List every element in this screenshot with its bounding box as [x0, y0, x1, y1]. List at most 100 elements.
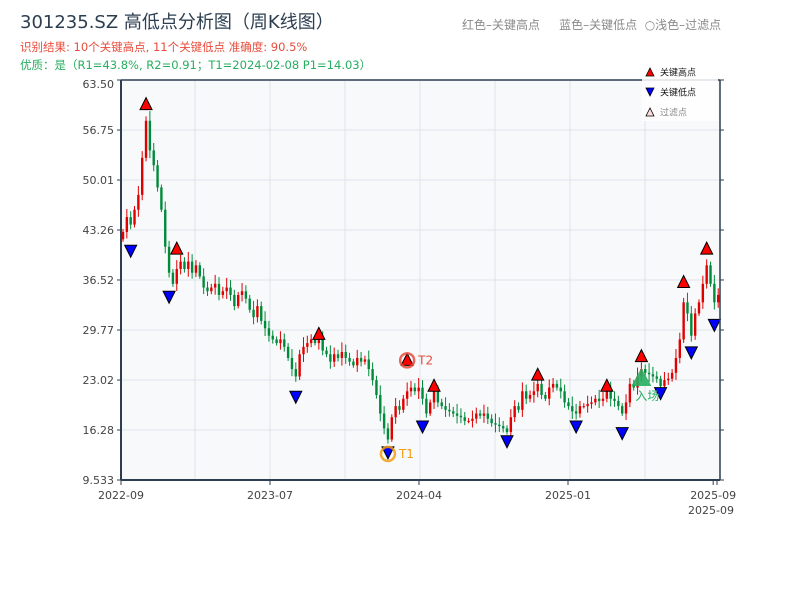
- candle-body: [405, 391, 409, 399]
- candle-body: [578, 406, 582, 414]
- candle-body: [183, 261, 186, 270]
- candle-body: [678, 339, 681, 358]
- candle-body: [567, 402, 570, 407]
- candle-body: [463, 417, 466, 421]
- candle: [455, 403, 459, 424]
- candle: [567, 397, 570, 410]
- candle: [459, 408, 463, 424]
- candle-body: [340, 352, 344, 358]
- candle-body: [494, 423, 497, 425]
- candle: [482, 404, 486, 423]
- candle: [505, 425, 509, 435]
- candle-body: [471, 418, 474, 421]
- candle: [237, 291, 240, 309]
- key-low-marker: [615, 427, 630, 441]
- candle: [509, 409, 513, 439]
- key-high-marker: [139, 96, 153, 111]
- y-tick-label: 9.533: [83, 474, 115, 487]
- candle-body: [221, 291, 225, 295]
- candle: [405, 382, 409, 406]
- candle: [494, 413, 497, 433]
- candle: [279, 331, 282, 350]
- candle-body: [375, 380, 378, 396]
- candle: [256, 299, 259, 323]
- candle: [413, 383, 417, 395]
- candle: [429, 399, 432, 416]
- candle-body: [440, 402, 443, 407]
- candle-body: [198, 265, 201, 277]
- candle: [302, 337, 305, 362]
- candle: [417, 377, 420, 400]
- candle: [394, 397, 397, 424]
- candle-body: [517, 406, 520, 410]
- candle-body: [179, 261, 182, 270]
- candle-body: [621, 406, 624, 414]
- candle: [244, 285, 248, 304]
- candle-body: [432, 391, 436, 403]
- entry-marker: [631, 367, 652, 386]
- key-low-marker: [123, 244, 138, 259]
- candle: [260, 301, 263, 325]
- candle: [390, 414, 393, 442]
- candle-body: [682, 302, 685, 340]
- candle: [252, 300, 255, 325]
- candle: [701, 275, 705, 309]
- candle: [171, 269, 175, 287]
- candle-body: [240, 291, 244, 295]
- candle: [471, 410, 474, 428]
- candle-body: [317, 337, 321, 344]
- key-high-marker: [600, 378, 614, 392]
- candle-body: [386, 428, 390, 440]
- candle-body: [190, 261, 194, 273]
- candle: [467, 417, 470, 424]
- candle-body: [402, 398, 405, 410]
- key-low-marker: [569, 420, 583, 435]
- candle: [621, 403, 624, 416]
- candle-body: [425, 398, 428, 414]
- candle-body: [509, 417, 513, 433]
- candle-body: [574, 411, 578, 414]
- candle-body: [382, 413, 386, 429]
- key-high-marker: [530, 367, 545, 381]
- candle-body: [202, 276, 205, 288]
- candle: [452, 406, 455, 418]
- candle-body: [532, 391, 536, 396]
- x-tick-label: 2025-09: [690, 489, 736, 502]
- candle-body: [129, 217, 132, 225]
- candle: [425, 393, 428, 418]
- candle: [678, 332, 681, 364]
- candle: [164, 201, 167, 254]
- candle: [624, 394, 628, 421]
- candle: [571, 396, 574, 420]
- candle-body: [498, 424, 501, 427]
- candle: [713, 274, 716, 310]
- candle: [475, 407, 478, 424]
- t2-label: T2: [417, 353, 433, 367]
- candle: [478, 409, 482, 419]
- candle: [167, 240, 171, 278]
- candle: [198, 262, 201, 279]
- x-tick-label: 2025-01: [545, 489, 591, 502]
- candle-body: [321, 337, 324, 351]
- candle: [344, 344, 347, 364]
- candle-body: [482, 413, 486, 416]
- candle: [651, 366, 655, 383]
- candle: [179, 254, 182, 275]
- candle: [152, 143, 155, 172]
- candle: [601, 392, 605, 407]
- candle-body: [571, 406, 574, 412]
- legend-label: 关键低点: [660, 87, 696, 99]
- candle-body: [609, 391, 612, 399]
- candle-body: [651, 374, 655, 377]
- y-tick-label: 36.52: [83, 274, 115, 287]
- candle-body: [359, 357, 363, 362]
- y-tick-label: 63.50: [83, 78, 115, 91]
- candle: [210, 283, 213, 295]
- candle-body: [559, 387, 562, 392]
- t1-label: T1: [398, 447, 414, 461]
- candle: [187, 251, 190, 277]
- candle: [421, 380, 424, 405]
- candle-body: [667, 378, 670, 381]
- candle-body: [283, 339, 286, 347]
- candle-body: [536, 383, 539, 392]
